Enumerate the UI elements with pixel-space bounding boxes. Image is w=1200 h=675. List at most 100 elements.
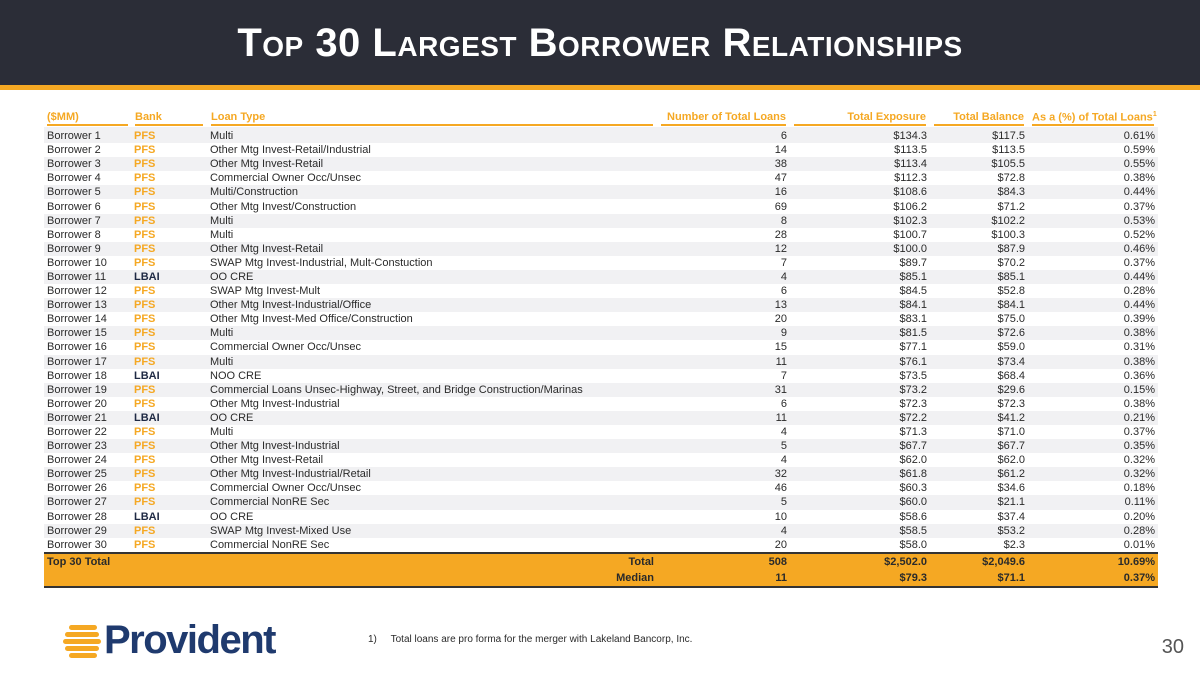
borrower-name: Borrower 16 — [44, 340, 131, 355]
bank-code: PFS — [131, 382, 207, 397]
number-of-loans: 31 — [657, 382, 790, 397]
borrower-name: Borrower 21 — [44, 410, 131, 425]
number-of-loans: 5 — [657, 495, 790, 510]
loan-type: Other Mtg Invest-Retail — [207, 241, 657, 256]
table-row: Borrower 24 PFS Other Mtg Invest-Retail 4 $6… — [44, 453, 1158, 468]
number-of-loans: 6 — [657, 396, 790, 411]
table-row: Borrower 25 PFS Other Mtg Invest-Industria… — [44, 467, 1158, 482]
bank-code: PFS — [131, 199, 207, 214]
table-body: Borrower 1 PFS Multi 6 $134.3 $117.5 0.61% Borr… — [44, 127, 1158, 554]
median-pct: 0.37% — [1028, 569, 1158, 588]
total-exposure: $113.4 — [790, 157, 930, 172]
loan-type: OO CRE — [207, 269, 657, 285]
borrower-name: Borrower 20 — [44, 396, 131, 411]
total-exposure: $100.7 — [790, 227, 930, 242]
bank-code: PFS — [131, 340, 207, 355]
table-row: Borrower 28 LBAI OO CRE 10 $58.6 $37.4 0.20% — [44, 509, 1158, 524]
loan-type: Commercial Owner Occ/Unsec — [207, 171, 657, 186]
borrower-name: Borrower 1 — [44, 127, 131, 144]
loan-type: Multi — [207, 127, 657, 144]
table-row: Borrower 14 PFS Other Mtg Invest-Med Offic… — [44, 312, 1158, 327]
borrower-name: Borrower 17 — [44, 354, 131, 369]
pct-of-loans: 0.59% — [1028, 143, 1158, 158]
header-total-exposure: Total Exposure — [790, 110, 930, 127]
total-exposure: $67.7 — [790, 439, 930, 454]
bank-code: PFS — [131, 396, 207, 411]
bank-code: LBAI — [131, 269, 207, 285]
loan-type: Multi — [207, 354, 657, 369]
total-exposure: $89.7 — [790, 255, 930, 270]
total-balance: $102.2 — [930, 213, 1028, 228]
number-of-loans: 6 — [657, 127, 790, 144]
bank-code: LBAI — [131, 509, 207, 524]
total-exposure: $134.3 — [790, 127, 930, 144]
pct-of-loans: 0.37% — [1028, 255, 1158, 270]
number-of-loans: 9 — [657, 326, 790, 341]
total-balance: $73.4 — [930, 354, 1028, 369]
total-balance: $29.6 — [930, 382, 1028, 397]
total-balance: $105.5 — [930, 157, 1028, 172]
loan-type: Other Mtg Invest-Industrial/Office — [207, 298, 657, 313]
borrower-table: ($MM) Bank Loan Type Number of Total Loa… — [44, 110, 1158, 588]
pct-of-loans: 0.11% — [1028, 495, 1158, 510]
pct-of-loans: 0.61% — [1028, 127, 1158, 144]
number-of-loans: 12 — [657, 241, 790, 256]
pct-of-loans: 0.37% — [1028, 424, 1158, 440]
total-exposure: $60.3 — [790, 481, 930, 496]
pct-of-loans: 0.15% — [1028, 382, 1158, 397]
pct-of-loans: 0.01% — [1028, 537, 1158, 554]
pct-of-loans: 0.38% — [1028, 354, 1158, 369]
header-total-balance: Total Balance — [930, 110, 1028, 127]
total-exposure: $113.5 — [790, 143, 930, 158]
borrower-name: Borrower 30 — [44, 537, 131, 554]
bank-code: PFS — [131, 284, 207, 299]
pct-of-loans: 0.55% — [1028, 157, 1158, 172]
borrower-name: Borrower 4 — [44, 171, 131, 186]
number-of-loans: 20 — [657, 312, 790, 327]
total-pct: 10.69% — [1028, 553, 1158, 570]
total-exposure: $106.2 — [790, 199, 930, 214]
median-loans: 11 — [657, 569, 790, 588]
table-row: Borrower 1 PFS Multi 6 $134.3 $117.5 0.61% — [44, 127, 1158, 144]
bank-code: PFS — [131, 312, 207, 327]
total-balance: $71.0 — [930, 424, 1028, 440]
loan-type: Other Mtg Invest-Industrial — [207, 396, 657, 411]
header-loan-type: Loan Type — [207, 110, 657, 127]
total-balance: $52.8 — [930, 284, 1028, 299]
loan-type: OO CRE — [207, 509, 657, 524]
bank-code: PFS — [131, 523, 207, 538]
total-exposure: $73.5 — [790, 368, 930, 383]
loan-type: Multi — [207, 424, 657, 440]
loan-type: SWAP Mtg Invest-Industrial, Mult-Constuc… — [207, 255, 657, 270]
title-rule — [0, 85, 1200, 90]
page-number: 30 — [1161, 636, 1184, 658]
total-exposure: $73.2 — [790, 382, 930, 397]
total-balance: $53.2 — [930, 523, 1028, 538]
bank-code: PFS — [131, 424, 207, 440]
total-balance: $41.2 — [930, 410, 1028, 425]
borrower-name: Borrower 7 — [44, 213, 131, 228]
borrower-name: Borrower 24 — [44, 453, 131, 468]
number-of-loans: 6 — [657, 284, 790, 299]
number-of-loans: 5 — [657, 439, 790, 454]
loan-type: Other Mtg Invest-Industrial/Retail — [207, 467, 657, 482]
total-balance: $21.1 — [930, 495, 1028, 510]
pct-of-loans: 0.52% — [1028, 227, 1158, 242]
borrower-name: Borrower 11 — [44, 269, 131, 285]
total-balance: $87.9 — [930, 241, 1028, 256]
table-row: Borrower 20 PFS Other Mtg Invest-Industria… — [44, 396, 1158, 411]
table-row: Borrower 12 PFS SWAP Mtg Invest-Mult 6 $84.5… — [44, 284, 1158, 299]
number-of-loans: 4 — [657, 523, 790, 538]
total-balance: $85.1 — [930, 269, 1028, 285]
total-balance: $61.2 — [930, 467, 1028, 482]
loan-type: Commercial Loans Unsec-Highway, Street, … — [207, 382, 657, 397]
total-exposure: $60.0 — [790, 495, 930, 510]
footnote-number: 1) — [368, 634, 377, 645]
total-exposure: $76.1 — [790, 354, 930, 369]
pct-of-loans: 0.35% — [1028, 439, 1158, 454]
pct-of-loans: 0.21% — [1028, 410, 1158, 425]
total-exposure: $84.1 — [790, 298, 930, 313]
total-balance: $100.3 — [930, 227, 1028, 242]
borrower-name: Borrower 25 — [44, 467, 131, 482]
pct-of-loans: 0.38% — [1028, 396, 1158, 411]
